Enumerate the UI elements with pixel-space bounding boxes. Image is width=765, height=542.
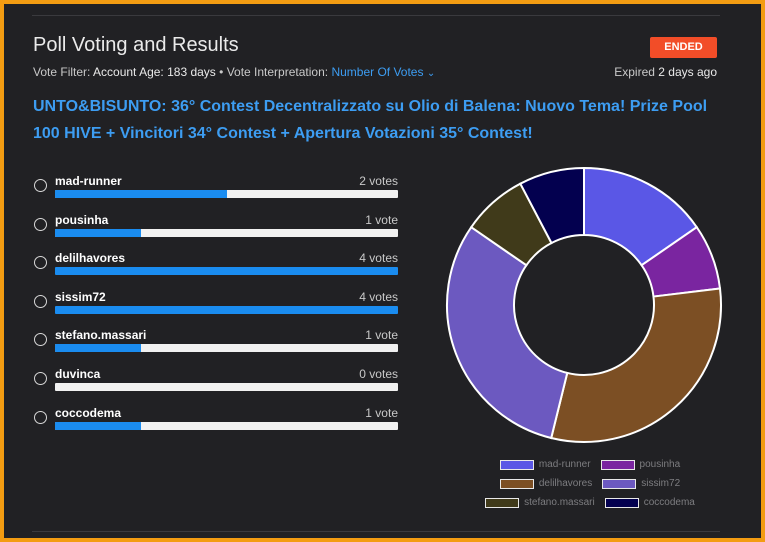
vote-filter-line: Vote Filter: Account Age: 183 days • Vot… (33, 65, 435, 79)
option-name: sissim72 (55, 289, 106, 304)
status-badge: ENDED (650, 37, 717, 58)
vote-progress-fill (55, 305, 398, 314)
radio-button[interactable] (34, 294, 47, 308)
chart-legend: mad-runner pousinha delilhavores sissim72 st… (460, 455, 720, 512)
option-votes: 1 vote (365, 405, 398, 420)
vote-progress-bar (55, 383, 398, 391)
option-votes: 0 votes (359, 367, 398, 381)
divider-top (32, 15, 720, 16)
filter-value: 183 days (167, 65, 216, 79)
vote-progress-fill (55, 344, 141, 353)
poll-option[interactable]: pousinha 1 vote (33, 211, 398, 245)
page-title: Poll Voting and Results (33, 34, 239, 56)
legend-label: pousinha (639, 459, 681, 470)
vote-progress-bar (55, 190, 398, 198)
legend-item[interactable]: sissim72 (602, 478, 680, 489)
option-name: delilhavores (55, 251, 126, 266)
legend-label: sissim72 (641, 478, 681, 489)
poll-option[interactable]: mad-runner 2 votes (33, 172, 398, 206)
donut-slice-delilhavores[interactable] (550, 287, 722, 443)
option-votes: 4 votes (359, 289, 398, 304)
interpretation-value: Number Of Votes (331, 65, 424, 79)
radio-button[interactable] (34, 217, 47, 231)
expired-prefix: Expired (614, 65, 655, 79)
vote-progress-bar (55, 305, 398, 314)
option-votes: 4 votes (359, 251, 398, 266)
option-name: mad-runner (55, 174, 122, 188)
legend-swatch (485, 497, 520, 508)
poll-option[interactable]: sissim72 4 votes (33, 288, 398, 322)
expired-info: Expired 2 days ago (614, 65, 717, 79)
vote-progress-bar (55, 344, 398, 353)
poll-panel: Poll Voting and Results ENDED Vote Filte… (4, 4, 761, 538)
legend-label: delilhavores (538, 478, 593, 489)
legend-item[interactable]: mad-runner (499, 459, 591, 470)
radio-button[interactable] (34, 333, 47, 347)
legend-row: mad-runner pousinha (460, 455, 720, 474)
radio-button[interactable] (34, 410, 47, 424)
legend-label: coccodema (643, 497, 695, 508)
interpretation-dropdown[interactable]: Number Of Votes ⌄ (331, 65, 435, 79)
legend-label: mad-runner (538, 459, 591, 470)
vote-progress-bar (55, 267, 398, 276)
option-name: pousinha (55, 212, 109, 227)
legend-row: delilhavores sissim72 (460, 474, 720, 493)
vote-progress-fill (55, 267, 398, 276)
legend-swatch (602, 478, 637, 489)
option-name: coccodema (55, 405, 122, 420)
poll-option[interactable]: stefano.massari 1 vote (33, 326, 398, 360)
legend-row: stefano.massari coccodema (460, 493, 720, 512)
option-votes: 1 vote (365, 328, 398, 343)
legend-item[interactable]: coccodema (604, 497, 695, 508)
poll-option[interactable]: coccodema 1 vote (33, 404, 398, 438)
radio-button[interactable] (34, 372, 47, 385)
donut-slice-sissim72[interactable] (446, 225, 569, 440)
poll-question-link[interactable]: UNTO&BISUNTO: 36° Contest Decentralizzat… (33, 98, 708, 142)
vote-progress-fill (55, 190, 227, 198)
interpretation-label: Vote Interpretation: (226, 65, 329, 79)
option-votes: 1 vote (365, 212, 398, 227)
radio-button[interactable] (34, 179, 47, 192)
poll-option[interactable]: duvinca 0 votes (33, 365, 398, 399)
legend-item[interactable]: pousinha (600, 459, 681, 470)
legend-swatch (604, 497, 639, 508)
expired-value: 2 days ago (658, 65, 717, 79)
filter-label: Vote Filter: (33, 65, 91, 79)
legend-swatch (499, 478, 534, 489)
filter-key: Account Age: (93, 65, 164, 79)
option-votes: 2 votes (359, 174, 398, 188)
vote-progress-bar (55, 421, 398, 430)
legend-swatch (499, 459, 534, 470)
results-donut-chart (446, 166, 722, 443)
radio-button[interactable] (34, 256, 47, 270)
vote-progress-bar (55, 228, 398, 237)
vote-progress-fill (55, 228, 141, 237)
chevron-down-icon: ⌄ (426, 68, 436, 79)
meta-separator: • (219, 65, 224, 79)
option-name: stefano.massari (55, 328, 147, 343)
option-name: duvinca (55, 367, 101, 381)
poll-option[interactable]: delilhavores 4 votes (33, 249, 398, 283)
legend-label: stefano.massari (524, 497, 595, 508)
divider-bottom (32, 531, 720, 532)
legend-swatch (600, 459, 635, 470)
vote-progress-fill (55, 421, 141, 430)
legend-item[interactable]: delilhavores (499, 478, 593, 489)
legend-item[interactable]: stefano.massari (485, 497, 595, 508)
donut-slice-coccodema[interactable] (518, 166, 585, 245)
